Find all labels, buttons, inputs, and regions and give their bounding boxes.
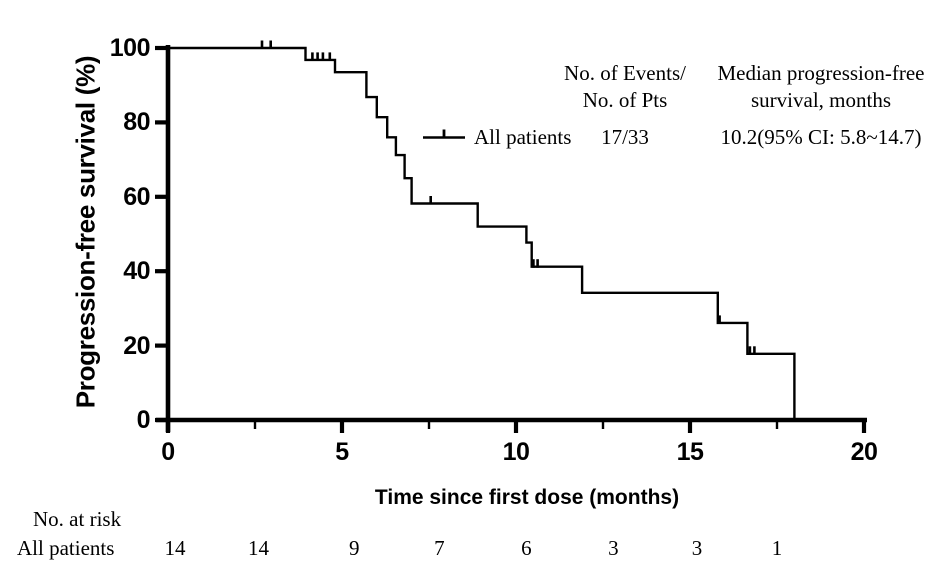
legend-median-value: 10.2(95% CI: 5.8~14.7) — [720, 125, 922, 149]
risk-value: 1 — [771, 536, 783, 560]
risk-value: 7 — [434, 536, 445, 560]
censor-marker-icon — [423, 129, 465, 139]
risk-value: 3 — [691, 536, 703, 560]
risk-value: 14 — [248, 536, 269, 560]
x-tick-label: 20 — [850, 438, 878, 466]
legend-series-label: All patients — [474, 125, 572, 149]
legend-header-median-line1: Median progression-free — [717, 61, 925, 85]
y-tick-label: 60 — [123, 182, 150, 211]
x-tick-label: 5 — [335, 438, 349, 466]
legend-header-events-line1: No. of Events/ — [564, 61, 686, 85]
y-tick-label: 0 — [136, 406, 151, 434]
legend-events-value: 17/33 — [601, 125, 649, 149]
y-tick-label: 80 — [123, 108, 150, 137]
risk-value: 3 — [608, 536, 619, 560]
x-tick-label: 15 — [676, 438, 704, 466]
y-tick-label: 20 — [123, 331, 150, 360]
legend-header-median-line2: survival, months — [751, 88, 891, 112]
risk-row-label: All patients — [17, 536, 115, 560]
km-curve — [168, 46, 796, 420]
risk-value: 9 — [348, 536, 360, 560]
legend-header-events: No. of Events/ No. of Pts — [555, 60, 695, 114]
y-tick-label: 40 — [123, 257, 150, 286]
x-tick-label: 10 — [502, 438, 530, 466]
x-axis-title: Time since first dose (months) — [374, 486, 680, 509]
legend-header-median: Median progression-free survival, months — [697, 60, 931, 114]
legend-header-events-line2: No. of Pts — [582, 88, 668, 112]
x-tick-label: 0 — [161, 438, 175, 466]
risk-table-title: No. at risk — [33, 507, 122, 531]
risk-value: 14 — [164, 536, 186, 560]
risk-value: 6 — [521, 536, 532, 560]
y-tick-label: 100 — [109, 34, 151, 62]
